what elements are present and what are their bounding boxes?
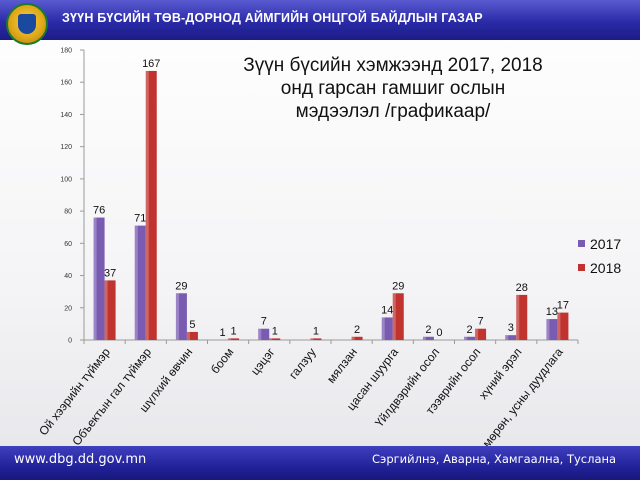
bar-highlight [186,331,190,340]
agency-name: ЗҮҮН БҮСИЙН ТӨВ-ДОРНОД АЙМГИЙН ОНЦГОЙ БА… [62,11,483,25]
data-label: 17 [557,300,569,312]
data-label: 167 [142,58,160,70]
data-label: 5 [189,319,195,331]
chart-title: Зүүн бүсийн хэмжээнд 2017, 2018 онд гарс… [208,54,578,123]
bar-highlight [310,338,314,340]
bar-highlight [104,280,108,340]
data-label: 7 [478,316,484,328]
bar-highlight [145,70,149,340]
legend-label: 2017 [590,236,621,252]
data-label: 29 [175,280,187,292]
bar-2018 [104,280,116,340]
bar-highlight [422,336,426,340]
legend-label: 2018 [590,260,621,276]
data-label: 7 [261,316,267,328]
bar-highlight [351,336,355,340]
bar-2017 [546,319,558,340]
header-bar [0,0,640,40]
y-tick-label: 40 [64,273,72,280]
bar-2017 [258,328,270,340]
emblem-shield [18,14,36,34]
data-label: 3 [508,322,514,334]
data-label: 29 [392,280,404,292]
bar-highlight [392,293,396,340]
data-label: 28 [516,282,528,294]
bar-2017 [134,225,146,340]
data-label: 2 [425,324,431,336]
data-label: 1 [231,325,237,337]
bar-2018 [557,312,569,340]
bar-2018 [392,293,404,340]
category-label: Объектын гал түймэр [69,345,154,448]
y-tick-label: 20 [64,305,72,312]
bar-highlight [381,317,385,340]
bar-highlight [134,225,138,340]
y-tick-label: 80 [64,209,72,216]
data-label: 0 [436,327,442,339]
footer-bar [0,446,640,480]
bar-2018 [145,70,157,340]
bar-2017 [422,336,434,340]
legend-swatch-2017 [578,240,585,247]
bar-2018 [269,338,281,340]
bar-2017 [93,217,105,340]
y-tick-label: 60 [64,241,72,248]
bar-highlight [475,328,479,340]
bar-highlight [516,294,520,340]
bar-2017 [175,293,187,340]
bar-2018 [475,328,487,340]
data-label: 1 [313,325,319,337]
bar-highlight [228,338,232,340]
chart-title-line: онд гарсан гамшиг ослын [280,78,506,99]
bar-2018 [516,294,528,340]
bar-2017 [464,336,476,340]
category-label: боом [208,345,237,376]
website-url[interactable]: www.dbg.dd.gov.mn [14,452,147,467]
bar-highlight [269,338,273,340]
bar-2017 [505,335,517,340]
bar-highlight [175,293,179,340]
emblem-logo [6,3,48,45]
y-tick-label: 160 [60,80,72,87]
bar-highlight [464,336,468,340]
y-tick-label: 0 [68,338,72,345]
data-label: 14 [381,304,393,316]
footer-slogan: Сэргийлнэ, Аварна, Хамгаална, Туслана [372,452,617,466]
bar-2018 [351,336,363,340]
data-label: 37 [104,267,116,279]
data-label: 76 [93,205,105,217]
data-label: 71 [134,213,146,225]
y-tick-label: 180 [60,48,72,55]
category-label: Ой хээрийн түймэр [36,345,113,438]
legend-swatch-2018 [578,264,585,271]
bar-2017 [381,317,393,340]
category-label: галзуу [286,345,319,381]
y-tick-label: 100 [60,176,72,183]
bar-2018 [310,338,322,340]
bar-2018 [186,331,198,340]
bar-highlight [258,328,262,340]
data-label: 1 [220,327,226,339]
chart-title-line: Зүүн бүсийн хэмжээнд 2017, 2018 [243,55,543,76]
bar-highlight [557,312,561,340]
y-tick-label: 120 [60,144,72,151]
y-tick-label: 140 [60,112,72,119]
data-label: 1 [272,325,278,337]
data-label: 2 [467,324,473,336]
bar-highlight [546,319,550,340]
bar-2018 [228,338,240,340]
data-label: 13 [546,306,558,318]
bar-highlight [505,335,509,340]
data-label: 2 [354,324,360,336]
category-label: цэцэг [248,345,278,378]
chart-title-line: мэдээлэл /графикаар/ [295,101,491,122]
bar-highlight [93,217,97,340]
category-label: мялзан [324,345,360,386]
